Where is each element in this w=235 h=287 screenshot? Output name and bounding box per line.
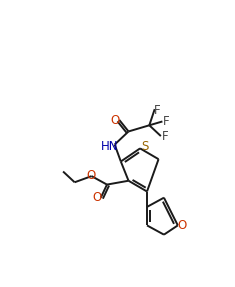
Text: S: S bbox=[141, 140, 148, 153]
Text: O: O bbox=[92, 191, 102, 204]
Text: F: F bbox=[161, 129, 168, 143]
Text: F: F bbox=[154, 104, 160, 117]
Text: F: F bbox=[163, 115, 170, 128]
Text: O: O bbox=[86, 169, 95, 182]
Text: O: O bbox=[111, 114, 120, 127]
Text: O: O bbox=[177, 219, 186, 232]
Text: HN: HN bbox=[101, 139, 118, 153]
